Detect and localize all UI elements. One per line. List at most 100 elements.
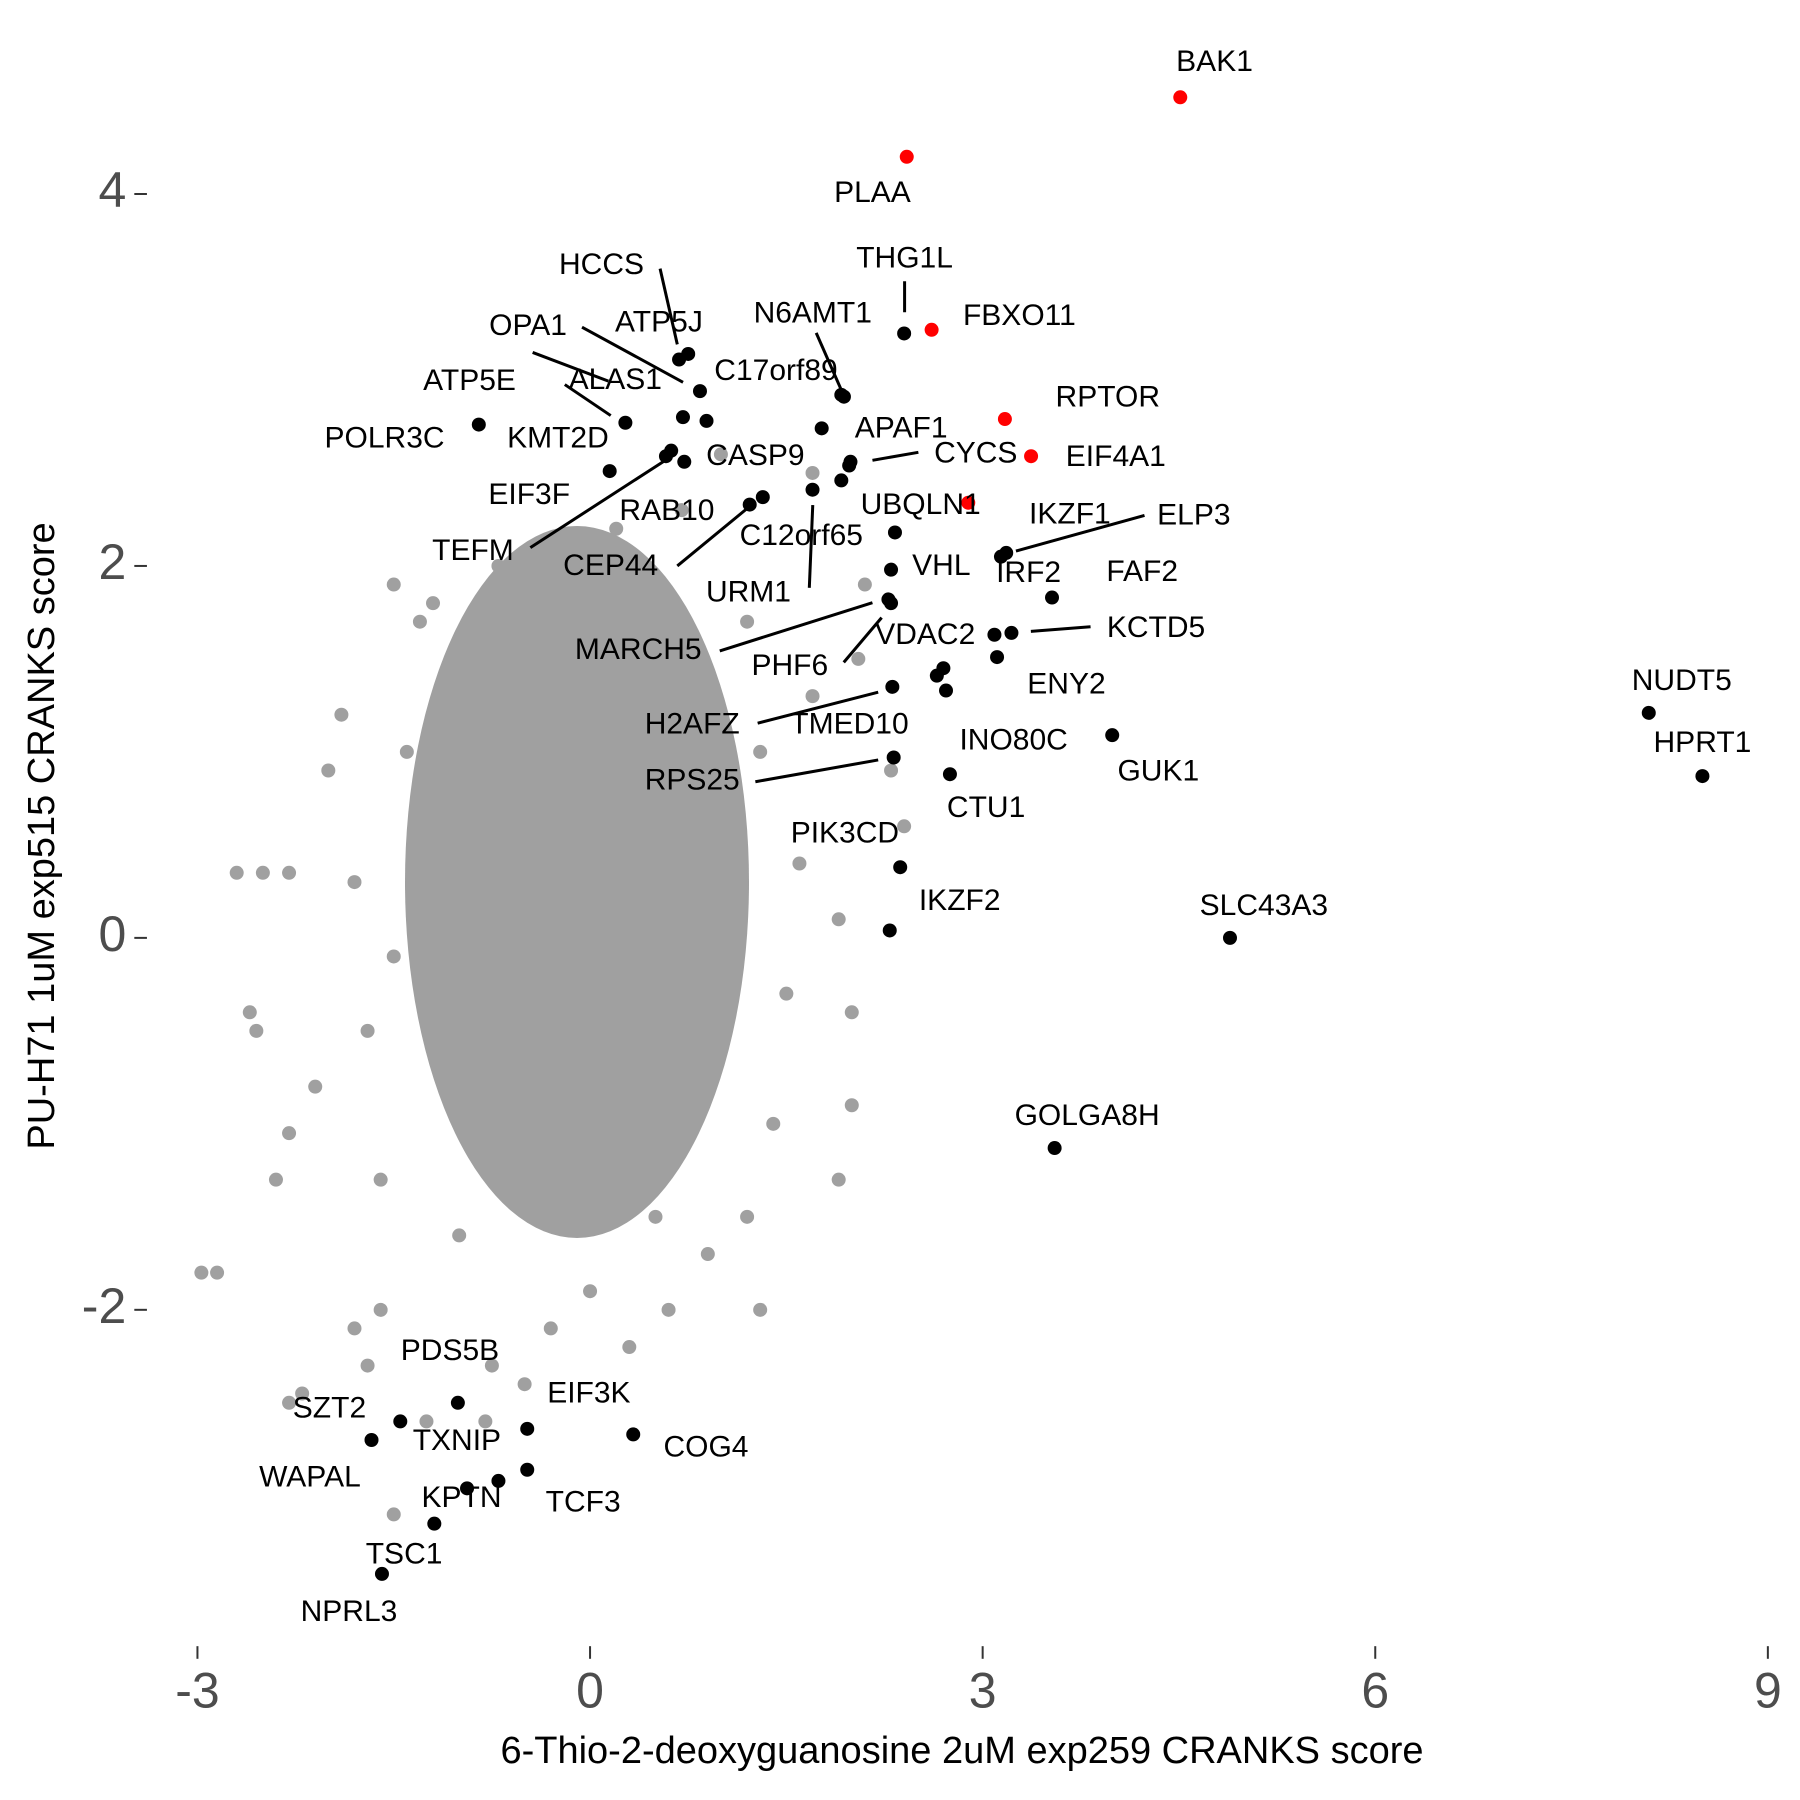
point bbox=[1045, 590, 1060, 605]
point bbox=[386, 577, 401, 592]
point bbox=[924, 322, 939, 337]
gene-label: IKZF1 bbox=[1029, 497, 1111, 530]
gene-label: PDS5B bbox=[401, 1334, 499, 1367]
point bbox=[334, 707, 349, 722]
gene-label: VDAC2 bbox=[875, 618, 975, 651]
point bbox=[374, 1566, 389, 1581]
point bbox=[282, 865, 297, 880]
gene-label: EIF3K bbox=[547, 1377, 630, 1410]
gene-label: TCF3 bbox=[546, 1486, 621, 1519]
point bbox=[792, 856, 807, 871]
gene-label: FBXO11 bbox=[963, 299, 1076, 332]
gene-label: N6AMT1 bbox=[754, 296, 872, 329]
point bbox=[491, 1473, 506, 1488]
point bbox=[677, 454, 692, 469]
point bbox=[242, 1005, 257, 1020]
gene-label: SLC43A3 bbox=[1200, 889, 1328, 922]
point bbox=[520, 1421, 535, 1436]
gene-label: TSC1 bbox=[366, 1537, 443, 1570]
gene-label: COG4 bbox=[663, 1431, 748, 1464]
point bbox=[460, 1481, 475, 1496]
point bbox=[609, 521, 624, 536]
point bbox=[626, 1427, 641, 1442]
gene-label: TMED10 bbox=[790, 707, 908, 740]
gene-label: URM1 bbox=[706, 575, 791, 608]
point bbox=[452, 1228, 467, 1243]
leader-line bbox=[532, 351, 609, 383]
point bbox=[831, 912, 846, 927]
point bbox=[674, 503, 689, 518]
gene-label: CYCS bbox=[934, 437, 1017, 470]
point bbox=[885, 679, 900, 694]
point bbox=[987, 627, 1002, 642]
gene-label: BAK1 bbox=[1176, 45, 1253, 78]
point bbox=[399, 744, 414, 759]
point bbox=[834, 387, 849, 402]
leader-line bbox=[581, 325, 684, 384]
point bbox=[805, 482, 820, 497]
gene-label: PHF6 bbox=[751, 649, 828, 682]
point bbox=[427, 1516, 442, 1531]
gene-label: PIK3CD bbox=[791, 816, 899, 849]
leader-line bbox=[529, 460, 665, 549]
leader-line bbox=[563, 383, 612, 417]
point bbox=[1695, 769, 1710, 784]
leader-line bbox=[755, 758, 879, 784]
gene-label: IKZF2 bbox=[919, 884, 1001, 917]
point bbox=[884, 596, 899, 611]
gene-label: RAB10 bbox=[619, 494, 714, 527]
point-cloud-core bbox=[405, 526, 749, 1238]
x-tick-label: 9 bbox=[1754, 1663, 1782, 1719]
gene-label: ALAS1 bbox=[569, 363, 662, 396]
point bbox=[229, 865, 244, 880]
point bbox=[831, 1172, 846, 1187]
point bbox=[939, 683, 954, 698]
gene-label: GUK1 bbox=[1117, 754, 1199, 787]
point bbox=[1004, 625, 1019, 640]
point bbox=[700, 1247, 715, 1262]
gene-label: WAPAL bbox=[259, 1460, 361, 1493]
point bbox=[893, 860, 908, 875]
y-tick-label: -2 bbox=[82, 1278, 126, 1334]
point bbox=[1222, 930, 1237, 945]
gene-label: APAF1 bbox=[855, 411, 948, 444]
gene-label: THG1L bbox=[856, 241, 953, 274]
point bbox=[942, 767, 957, 782]
gene-label: EIF3F bbox=[488, 478, 570, 511]
point bbox=[999, 545, 1014, 560]
point bbox=[373, 1172, 388, 1187]
point bbox=[255, 865, 270, 880]
point bbox=[386, 949, 401, 964]
gene-label: ELP3 bbox=[1157, 499, 1230, 532]
point bbox=[1641, 705, 1656, 720]
point bbox=[520, 1462, 535, 1477]
point bbox=[753, 1302, 768, 1317]
point bbox=[648, 1209, 663, 1224]
point bbox=[851, 651, 866, 666]
point bbox=[740, 1209, 755, 1224]
point bbox=[347, 1321, 362, 1336]
point bbox=[450, 1395, 465, 1410]
point bbox=[766, 1116, 781, 1131]
gene-label: CEP44 bbox=[563, 549, 658, 582]
leader-line bbox=[719, 601, 873, 653]
point bbox=[1024, 449, 1039, 464]
gene-label: VHL bbox=[912, 549, 970, 582]
point bbox=[364, 1433, 379, 1447]
point bbox=[899, 149, 914, 164]
leader-line bbox=[676, 506, 750, 568]
gene-label: FAF2 bbox=[1106, 555, 1178, 588]
gene-label: TEFM bbox=[432, 534, 514, 567]
point bbox=[805, 465, 820, 480]
point bbox=[884, 763, 899, 778]
point bbox=[844, 1098, 859, 1113]
point bbox=[884, 562, 899, 577]
point bbox=[194, 1265, 209, 1280]
point bbox=[753, 744, 768, 759]
point bbox=[249, 1023, 264, 1038]
point bbox=[814, 421, 829, 436]
point bbox=[997, 412, 1012, 427]
point bbox=[664, 443, 679, 458]
point bbox=[543, 1321, 558, 1336]
